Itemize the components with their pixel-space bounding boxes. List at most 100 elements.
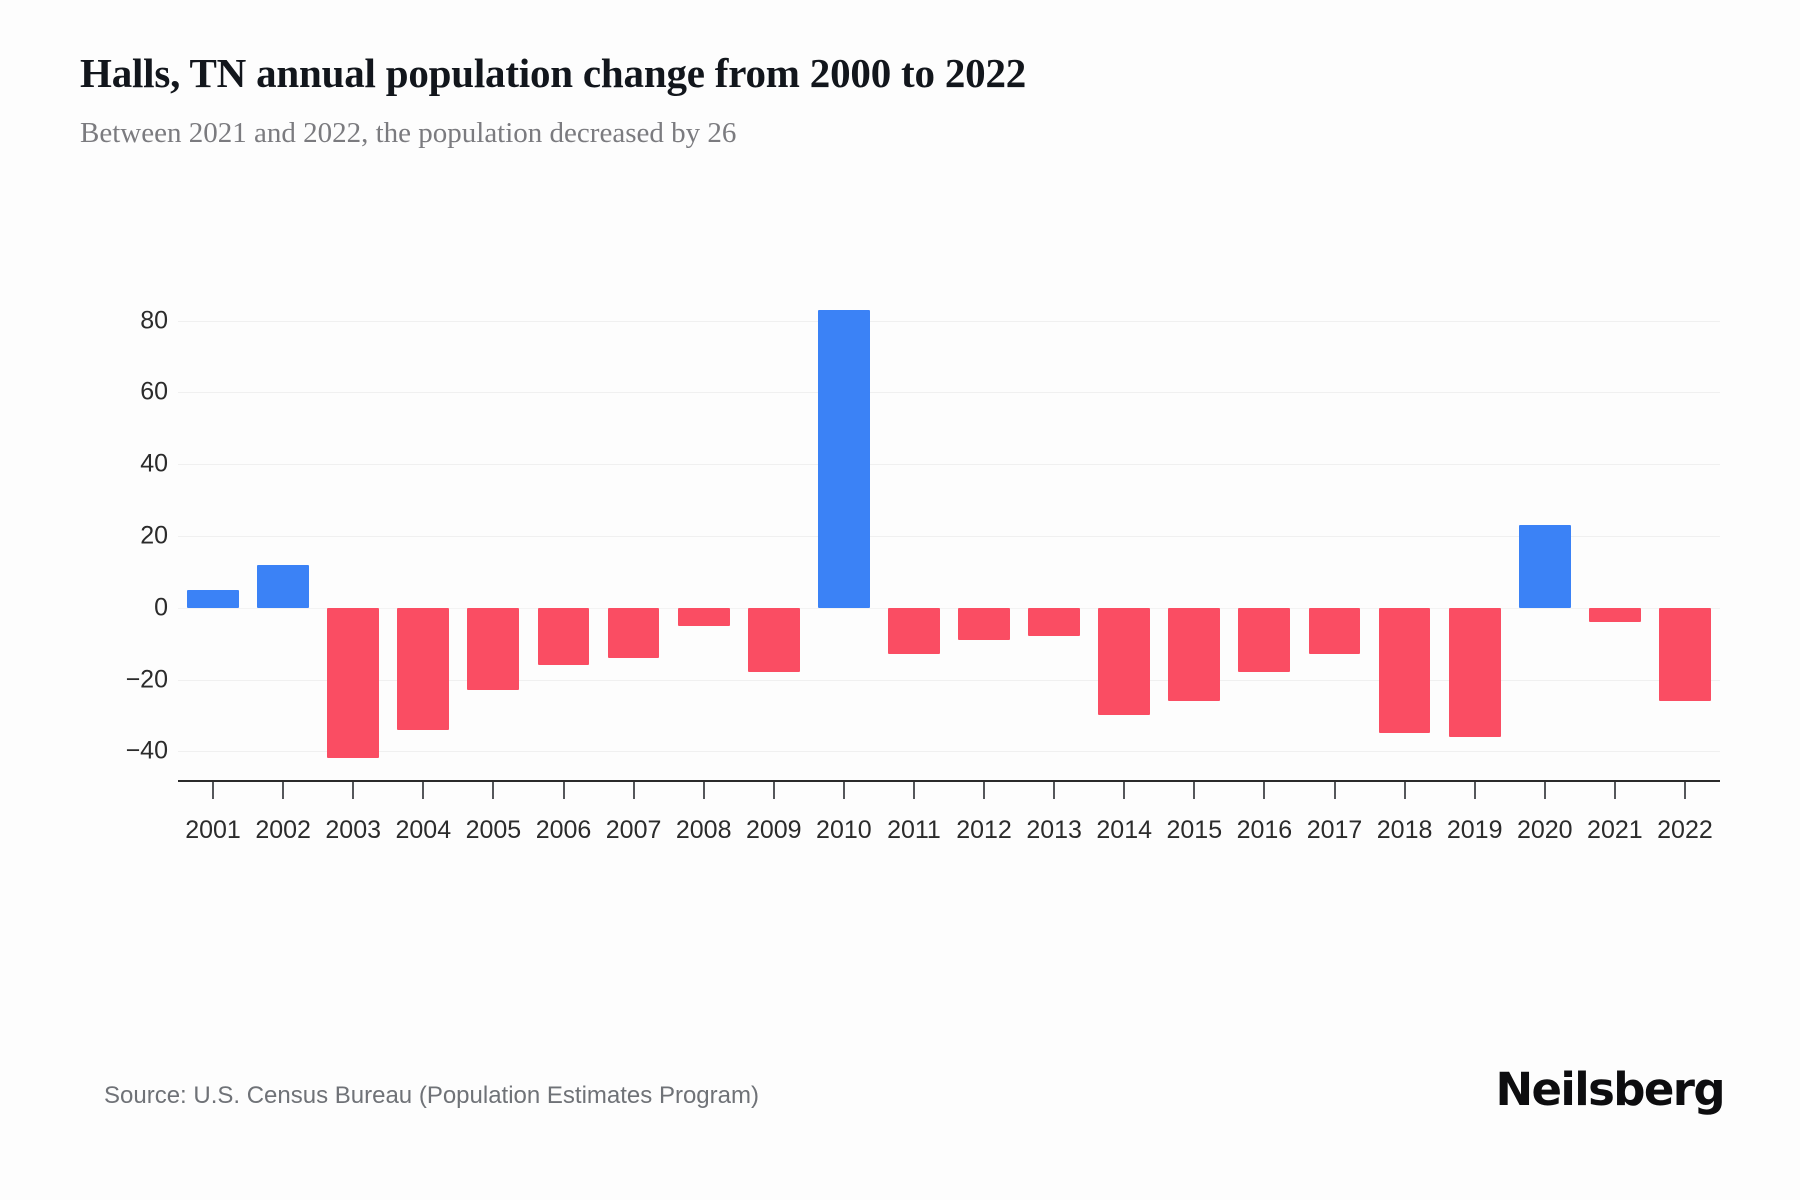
y-tick-label: 60 <box>140 377 168 406</box>
y-tick-label: −40 <box>125 736 168 765</box>
bar-slot <box>599 250 669 950</box>
y-tick-label: 40 <box>140 449 168 478</box>
x-tick-mark <box>562 782 565 799</box>
bar-slot <box>458 250 528 950</box>
x-tick-mark <box>422 782 425 799</box>
x-tick-label-2016: 2016 <box>1236 816 1293 844</box>
x-axis-line <box>178 780 1720 782</box>
bar-slot <box>1510 250 1580 950</box>
bar-slot <box>388 250 458 950</box>
bar-2009[interactable] <box>747 607 800 673</box>
x-tick-mark <box>1193 782 1196 799</box>
bar-2013[interactable] <box>1028 607 1081 637</box>
gridline <box>178 464 1720 466</box>
bar-2001[interactable] <box>187 589 239 608</box>
x-tick-mark <box>1613 782 1616 799</box>
bar-2022[interactable] <box>1659 607 1711 702</box>
bar-2020[interactable] <box>1518 525 1571 608</box>
bar-2011[interactable] <box>888 607 940 655</box>
x-tick-mark <box>842 782 845 799</box>
x-tick-label-2008: 2008 <box>675 816 732 844</box>
gridline <box>178 392 1720 394</box>
bar-slot <box>1019 250 1089 950</box>
bar-slot <box>1580 250 1650 950</box>
y-tick-label: 0 <box>154 593 168 622</box>
x-tick-label-2002: 2002 <box>255 816 311 844</box>
x-tick-label-2017: 2017 <box>1306 816 1363 844</box>
bar-2017[interactable] <box>1308 607 1361 655</box>
x-tick-label-2007: 2007 <box>605 816 662 844</box>
bar-2002[interactable] <box>257 564 310 608</box>
bar-2016[interactable] <box>1238 607 1291 673</box>
x-tick-mark <box>1403 782 1406 799</box>
chart-subtitle: Between 2021 and 2022, the population de… <box>80 117 737 150</box>
bar-2018[interactable] <box>1378 607 1431 734</box>
x-tick-mark <box>1123 782 1126 799</box>
bar-2010[interactable] <box>817 309 870 608</box>
x-tick-label-2015: 2015 <box>1166 816 1223 844</box>
bar-slot <box>528 250 598 950</box>
y-tick-label: −20 <box>125 665 168 694</box>
x-tick-mark <box>1263 782 1266 799</box>
bar-2006[interactable] <box>537 607 590 666</box>
bar-2008[interactable] <box>677 607 730 626</box>
bar-2019[interactable] <box>1448 607 1501 737</box>
x-tick-label-2001: 2001 <box>185 816 241 844</box>
bar-slot <box>318 250 388 950</box>
bar-slot <box>739 250 809 950</box>
x-tick-label-2019: 2019 <box>1446 816 1503 844</box>
x-tick-mark <box>1053 782 1056 799</box>
x-tick-label-2018: 2018 <box>1376 816 1433 844</box>
bar-slot <box>1650 250 1720 950</box>
bar-slot <box>879 250 949 950</box>
bar-2004[interactable] <box>397 607 450 730</box>
bar-2015[interactable] <box>1168 607 1221 702</box>
x-tick-label-2022: 2022 <box>1657 816 1713 844</box>
x-tick-mark <box>632 782 635 799</box>
bar-slot <box>1299 250 1369 950</box>
bar-slot <box>1440 250 1510 950</box>
gridline <box>178 679 1720 681</box>
x-tick-label-2004: 2004 <box>395 816 452 844</box>
x-tick-mark <box>1473 782 1476 799</box>
x-tick-label-2010: 2010 <box>816 816 872 844</box>
bar-slot <box>1159 250 1229 950</box>
x-tick-mark <box>212 782 215 799</box>
gridline <box>178 607 1720 609</box>
bar-slot <box>1089 250 1159 950</box>
x-tick-label-2006: 2006 <box>535 816 592 844</box>
x-tick-mark <box>912 782 915 799</box>
x-tick-mark <box>1543 782 1546 799</box>
bar-2007[interactable] <box>607 607 660 658</box>
x-tick-label-2003: 2003 <box>325 816 382 844</box>
source-note: Source: U.S. Census Bureau (Population E… <box>104 1082 759 1109</box>
bars-group <box>178 250 1720 950</box>
x-tick-mark <box>983 782 986 799</box>
x-tick-mark <box>282 782 285 799</box>
bar-2014[interactable] <box>1098 607 1151 716</box>
bar-2003[interactable] <box>327 607 380 759</box>
x-tick-label-2020: 2020 <box>1516 816 1573 844</box>
bar-slot <box>178 250 248 950</box>
bar-slot <box>949 250 1019 950</box>
x-tick-mark <box>772 782 775 799</box>
bar-slot <box>809 250 879 950</box>
bar-slot <box>1370 250 1440 950</box>
bar-2021[interactable] <box>1588 607 1641 623</box>
x-tick-mark <box>352 782 355 799</box>
gridline <box>178 320 1720 322</box>
bar-2012[interactable] <box>958 607 1010 641</box>
x-tick-label-2014: 2014 <box>1096 816 1153 844</box>
y-tick-label: 80 <box>140 306 168 335</box>
x-tick-label-2013: 2013 <box>1026 816 1082 844</box>
gridline <box>178 751 1720 753</box>
bar-slot <box>669 250 739 950</box>
x-tick-mark <box>1683 782 1686 799</box>
chart-plot-area: 80 60 40 20 0 −20 −40 2001 2002 2003 2004 2005 2006… <box>100 250 1720 950</box>
gridline <box>178 536 1720 537</box>
bar-slot <box>248 250 318 950</box>
x-tick-mark <box>492 782 495 799</box>
bar-2005[interactable] <box>467 607 520 691</box>
x-tick-mark <box>702 782 705 799</box>
x-tick-label-2005: 2005 <box>465 816 522 844</box>
